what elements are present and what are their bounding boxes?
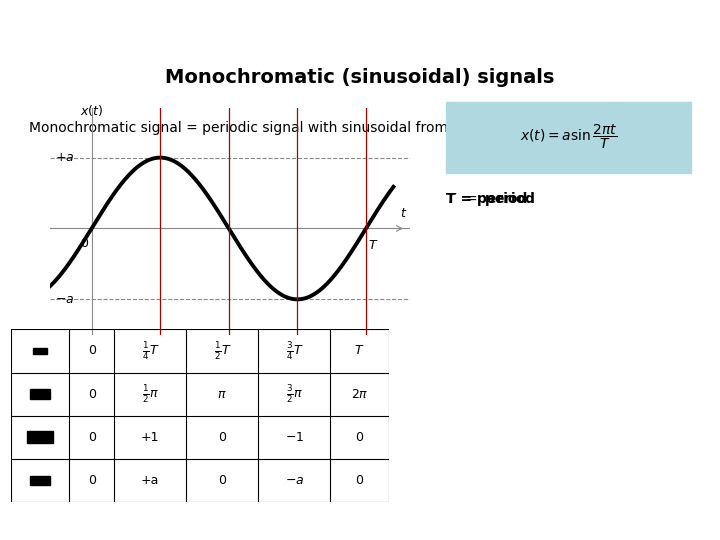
Text: $-a$: $-a$ [284,474,304,487]
Text: $T$: $T$ [368,239,379,252]
Text: 0: 0 [356,474,364,487]
Text: $\frac{1}{2}T$: $\frac{1}{2}T$ [214,340,231,362]
Text: T = period: T = period [446,192,528,206]
Bar [30,476,50,485]
Text: 0: 0 [356,431,364,444]
Text: 0: 0 [218,431,226,444]
Text: 0: 0 [88,345,96,357]
Text: 0: 0 [88,474,96,487]
Bar [27,431,53,443]
Text: $2\pi$: $2\pi$ [351,388,369,401]
Text: $x(t) = a\sin\dfrac{2\pi t}{T}$: $x(t) = a\sin\dfrac{2\pi t}{T}$ [520,123,618,151]
Bar [30,389,50,399]
Bar [33,348,47,354]
Text: $\pi$: $\pi$ [217,388,227,401]
FancyBboxPatch shape [446,102,691,173]
Text: $\frac{3}{4}T$: $\frac{3}{4}T$ [286,340,303,362]
Text: A. Dermanis: A. Dermanis [7,522,75,532]
Text: Monochromatic signal = periodic signal with sinusoidal from :: Monochromatic signal = periodic signal w… [29,120,456,134]
Text: $T$: $T$ [446,192,458,206]
Text: $x(t)$: $x(t)$ [80,103,103,118]
Text: $-a$: $-a$ [55,293,74,306]
Text: Aristotle University of Thessaloniki – Department of Geodesy and Surveying: Aristotle University of Thessaloniki – D… [7,13,483,26]
Text: $\frac{3}{2}\pi$: $\frac{3}{2}\pi$ [286,383,302,405]
Text: 0: 0 [218,474,226,487]
Text: $\frac{1}{4}T$: $\frac{1}{4}T$ [142,340,159,362]
Text: 0: 0 [88,431,96,444]
Text: Monochromatic (sinusoidal) signals: Monochromatic (sinusoidal) signals [166,69,554,87]
Text: $T$: $T$ [354,345,365,357]
Text: +a: +a [141,474,160,487]
Text: $t$: $t$ [400,207,408,220]
Text: Signals and Spectral Methods in Geoinformatics: Signals and Spectral Methods in Geoinfor… [445,522,713,532]
Text: +1: +1 [141,431,160,444]
Text: $=$ $\mathbf{period}$: $=$ $\mathbf{period}$ [463,190,536,208]
Text: $+a$: $+a$ [55,151,74,164]
Text: $\frac{1}{2}\pi$: $\frac{1}{2}\pi$ [142,383,158,405]
Text: $0$: $0$ [81,237,89,250]
Text: 0: 0 [88,388,96,401]
Text: $-1$: $-1$ [284,431,304,444]
